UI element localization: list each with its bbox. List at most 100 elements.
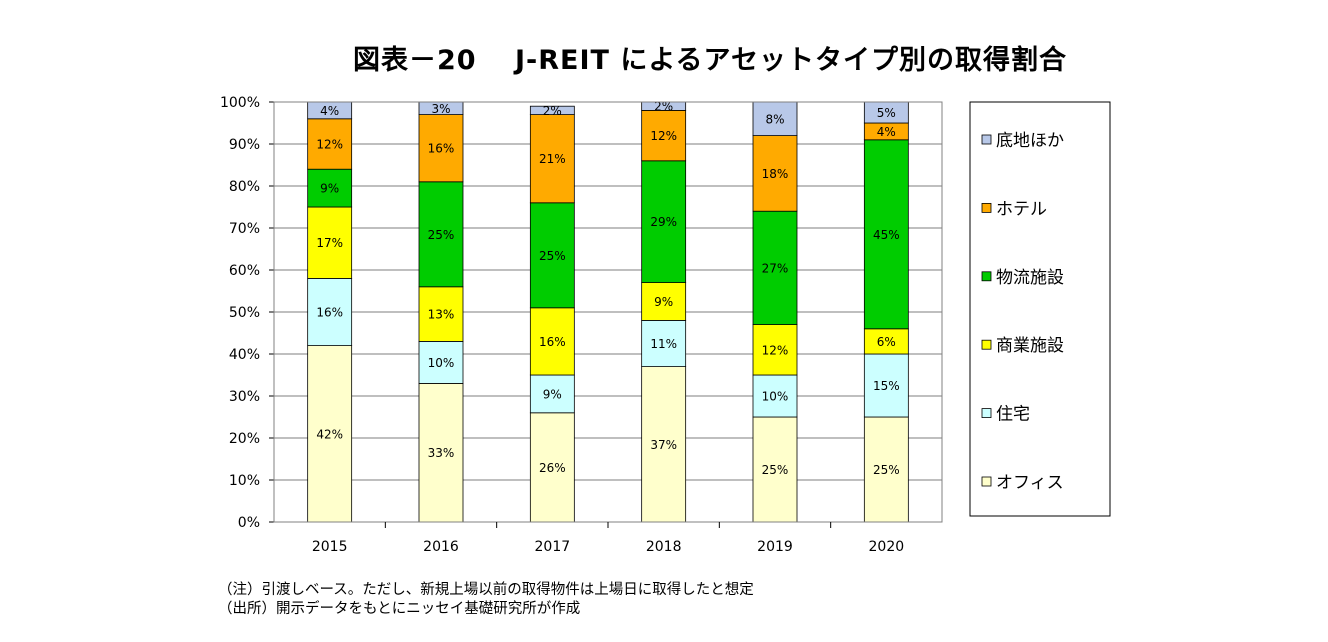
bar-segment xyxy=(529,202,575,309)
bar-segment xyxy=(418,340,464,384)
legend-label: オフィス xyxy=(996,473,1064,493)
y-tick-label: 30% xyxy=(229,389,260,405)
legend-swatch xyxy=(981,271,992,282)
data-label: 4% xyxy=(877,125,896,139)
data-label: 6% xyxy=(877,335,896,349)
bar-segment xyxy=(307,206,353,279)
data-label: 15% xyxy=(873,379,900,393)
bar-segment xyxy=(307,345,353,523)
data-label: 12% xyxy=(762,343,789,357)
data-label: 4% xyxy=(320,104,339,118)
y-tick-label: 20% xyxy=(229,431,260,447)
data-label: 3% xyxy=(431,102,450,116)
bar-segment xyxy=(641,366,687,523)
chart-title: 図表－20 J-REIT によるアセットタイプ別の取得割合 xyxy=(353,45,1067,76)
bar-segment xyxy=(752,135,798,212)
data-label: 9% xyxy=(654,295,673,309)
legend-label: 物流施設 xyxy=(996,268,1064,288)
y-tick-label: 60% xyxy=(229,263,260,279)
bar-segment xyxy=(863,353,909,418)
bar-segment xyxy=(529,307,575,376)
data-label: 25% xyxy=(539,249,566,263)
y-tick-label: 10% xyxy=(229,473,260,489)
bar-segment xyxy=(307,168,353,208)
y-tick-label: 80% xyxy=(229,179,260,195)
data-label: 16% xyxy=(428,142,455,156)
bar-segment xyxy=(752,210,798,325)
bar-segment xyxy=(752,416,798,523)
data-label: 25% xyxy=(762,463,789,477)
bar-segment xyxy=(529,105,575,115)
bar-segment xyxy=(307,118,353,170)
data-label: 25% xyxy=(873,463,900,477)
data-label: 42% xyxy=(316,427,343,441)
legend-label: 底地ほか xyxy=(996,131,1064,151)
data-label: 18% xyxy=(762,167,789,181)
data-label: 33% xyxy=(428,446,455,460)
bar-segment xyxy=(641,110,687,162)
y-tick-label: 90% xyxy=(229,137,260,153)
data-label: 45% xyxy=(873,228,900,242)
bar-segment xyxy=(752,374,798,418)
y-axis-ticks: 0% 10% 20% 30% 40% 50% 60% 70% 80% 90% 100% xyxy=(220,95,274,531)
legend-label: ホテル xyxy=(996,199,1047,219)
data-label: 9% xyxy=(320,182,339,196)
legend-swatch xyxy=(981,408,992,419)
data-label: 10% xyxy=(762,390,789,404)
data-label: 10% xyxy=(428,356,455,370)
note-line-1: （注）引渡しベース。ただし、新規上場以前の取得物件は上場日に取得したと想定 xyxy=(218,582,754,598)
data-label: 12% xyxy=(650,129,677,143)
data-label: 37% xyxy=(650,438,677,452)
x-tick-label: 2016 xyxy=(423,539,459,555)
data-label: 13% xyxy=(428,308,455,322)
bar-segment xyxy=(529,374,575,414)
bar-segment xyxy=(529,412,575,523)
bar-segment xyxy=(418,382,464,523)
x-tick-label: 2015 xyxy=(312,539,348,555)
y-tick-label: 0% xyxy=(238,515,260,531)
x-tick-label: 2019 xyxy=(757,539,793,555)
data-label: 29% xyxy=(650,215,677,229)
data-label: 2% xyxy=(654,100,673,114)
bar-segment xyxy=(863,416,909,523)
x-tick-label: 2018 xyxy=(646,539,682,555)
data-label: 5% xyxy=(877,106,896,120)
data-label: 16% xyxy=(539,335,566,349)
legend-swatch xyxy=(981,134,992,145)
bar-segment xyxy=(641,282,687,321)
note-line-2: （出所）開示データをもとにニッセイ基礎研究所が作成 xyxy=(218,601,581,617)
bar-segment xyxy=(752,324,798,376)
legend-label: 住宅 xyxy=(996,405,1030,425)
bar-segment xyxy=(863,328,909,355)
data-label: 16% xyxy=(316,306,343,320)
bars: 42% 16% 17% 9% 12% 4% 33% 10% 13% 25% 16% 3% 26% 9% 16… xyxy=(307,100,909,523)
y-tick-label: 70% xyxy=(229,221,260,237)
data-label: 12% xyxy=(316,138,343,152)
data-label: 25% xyxy=(428,228,455,242)
legend-swatch xyxy=(981,202,992,213)
gridlines xyxy=(274,143,942,481)
data-label: 8% xyxy=(765,112,784,126)
data-label: 11% xyxy=(650,337,677,351)
y-tick-label: 100% xyxy=(220,95,260,111)
bar-segment xyxy=(641,319,687,367)
x-axis-labels: 2015 2016 2017 2018 2019 2020 xyxy=(312,522,904,555)
x-tick-label: 2017 xyxy=(535,539,571,555)
data-label: 2% xyxy=(543,104,562,118)
legend-label: 商業施設 xyxy=(996,336,1064,356)
data-label: 9% xyxy=(543,387,562,401)
y-tick-label: 40% xyxy=(229,347,260,363)
legend-box xyxy=(969,101,1111,517)
bar-segment xyxy=(307,277,353,346)
legend-swatch xyxy=(981,339,992,350)
x-tick-label: 2020 xyxy=(869,539,905,555)
y-tick-label: 50% xyxy=(229,305,260,321)
data-label: 26% xyxy=(539,461,566,475)
data-label: 27% xyxy=(762,261,789,275)
bar-segment xyxy=(418,181,464,288)
data-label: 17% xyxy=(316,236,343,250)
bar-segment xyxy=(641,160,687,284)
legend-swatch xyxy=(981,476,992,487)
